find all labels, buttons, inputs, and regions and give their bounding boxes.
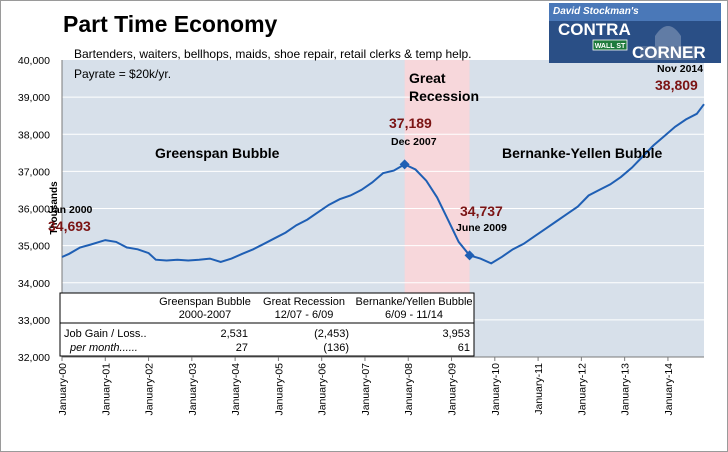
annotation-date-nov-2014: Nov 2014 — [657, 63, 703, 75]
table-header-greenspan-line2: 2000-2007 — [179, 309, 232, 321]
annotation-value-nov-2014: 38,809 — [655, 77, 698, 93]
y-tick-label: 37,000 — [18, 166, 50, 178]
street-sign-icon — [592, 39, 628, 51]
series-line — [61, 103, 705, 265]
table-cell-job-gain-recession: (2,453) — [314, 328, 349, 340]
y-axis: 32,000 33,000 34,000 35,000 36,000 37,000 38,0… — [18, 55, 704, 364]
y-tick-label: 32,000 — [18, 352, 50, 364]
recession-label-line2: Recession — [409, 88, 479, 104]
table-cell-per-month-recession: (136) — [323, 342, 349, 354]
x-axis: January-00 January-01 January-02 January-03… — [57, 357, 675, 416]
x-tick-label: January-06 — [317, 363, 329, 416]
x-tick-label: January-00 — [57, 363, 69, 416]
data-marker — [399, 159, 410, 170]
x-tick-label: January-10 — [490, 363, 502, 416]
data-marker — [464, 250, 475, 261]
table-row-label-job-gain: Job Gain / Loss.. — [64, 328, 147, 340]
annotation-value-june-2009: 34,737 — [460, 203, 503, 219]
y-tick-label: 38,000 — [18, 129, 50, 141]
logo-line3: CORNER — [632, 43, 706, 62]
table-row-label-per-month: per month...... — [69, 342, 138, 354]
table-cell-job-gain-greenspan: 2,531 — [220, 328, 248, 340]
y-tick-label: 36,000 — [18, 204, 50, 216]
era-label-bernanke-yellen: Bernanke-Yellen Bubble — [502, 145, 662, 161]
table-header-greenspan-line1: Greenspan Bubble — [159, 296, 251, 308]
table-header-recession-line2: 12/07 - 6/09 — [275, 309, 334, 321]
x-tick-label: January-11 — [533, 363, 545, 415]
annotation-date-june-2009: June 2009 — [456, 222, 507, 234]
annotation-date-dec-2007: Dec 2007 — [391, 136, 437, 148]
table-header-bernanke-line1: Bernanke/Yellen Bubble — [355, 296, 472, 308]
payrate-note: Payrate = $20k/yr. — [74, 67, 171, 81]
street-sign-text: WALL ST — [595, 43, 626, 50]
x-tick-label: January-07 — [360, 363, 372, 416]
annotation-value-jan-2000: 34,693 — [48, 218, 91, 234]
table-header-bernanke-line2: 6/09 - 11/14 — [385, 309, 443, 321]
table-box — [59, 292, 475, 357]
recession-label-line1: Great — [409, 70, 446, 86]
contra-corner-logo: David Stockman's CONTRA WALL ST CORNER — [549, 3, 721, 63]
logo-sky — [549, 3, 721, 21]
y-tick-label: 40,000 — [18, 55, 50, 67]
capitol-base-icon — [640, 46, 696, 60]
logo-line2: CONTRA — [558, 20, 631, 39]
y-tick-label: 33,000 — [18, 315, 50, 327]
x-tick-label: January-13 — [620, 363, 632, 416]
logo-line1: David Stockman's — [553, 6, 639, 17]
x-tick-label: January-09 — [447, 363, 459, 416]
table-cell-per-month-greenspan: 27 — [236, 342, 248, 354]
table-cell-job-gain-bernanke: 3,953 — [442, 328, 470, 340]
y-tick-label: 34,000 — [18, 278, 50, 290]
x-tick-label: January-05 — [273, 363, 285, 416]
annotation-date-jan-2000: Jan 2000 — [48, 204, 93, 216]
table-cell-per-month-bernanke: 61 — [458, 342, 470, 354]
x-tick-label: January-14 — [663, 363, 675, 416]
x-tick-label: January-12 — [576, 363, 588, 416]
y-tick-label: 35,000 — [18, 241, 50, 253]
x-tick-label: January-08 — [403, 363, 415, 416]
chart-title: Part Time Economy — [63, 11, 278, 37]
grid-lines — [62, 96, 704, 321]
x-tick-label: January-03 — [187, 363, 199, 416]
markers — [399, 159, 475, 261]
summary-table: Greenspan Bubble 2000-2007 Great Recessi… — [59, 292, 475, 357]
y-tick-label: 39,000 — [18, 92, 50, 104]
annotation-value-dec-2007: 37,189 — [389, 115, 432, 131]
x-tick-label: January-04 — [230, 363, 242, 416]
y-axis-label: Thousands — [49, 181, 60, 235]
x-tick-label: January-01 — [100, 363, 112, 416]
x-tick-label: January-02 — [144, 363, 156, 416]
era-label-greenspan: Greenspan Bubble — [155, 145, 280, 161]
table-header-recession-line1: Great Recession — [263, 296, 345, 308]
chart-subtitle: Bartenders, waiters, bellhops, maids, sh… — [74, 47, 472, 61]
